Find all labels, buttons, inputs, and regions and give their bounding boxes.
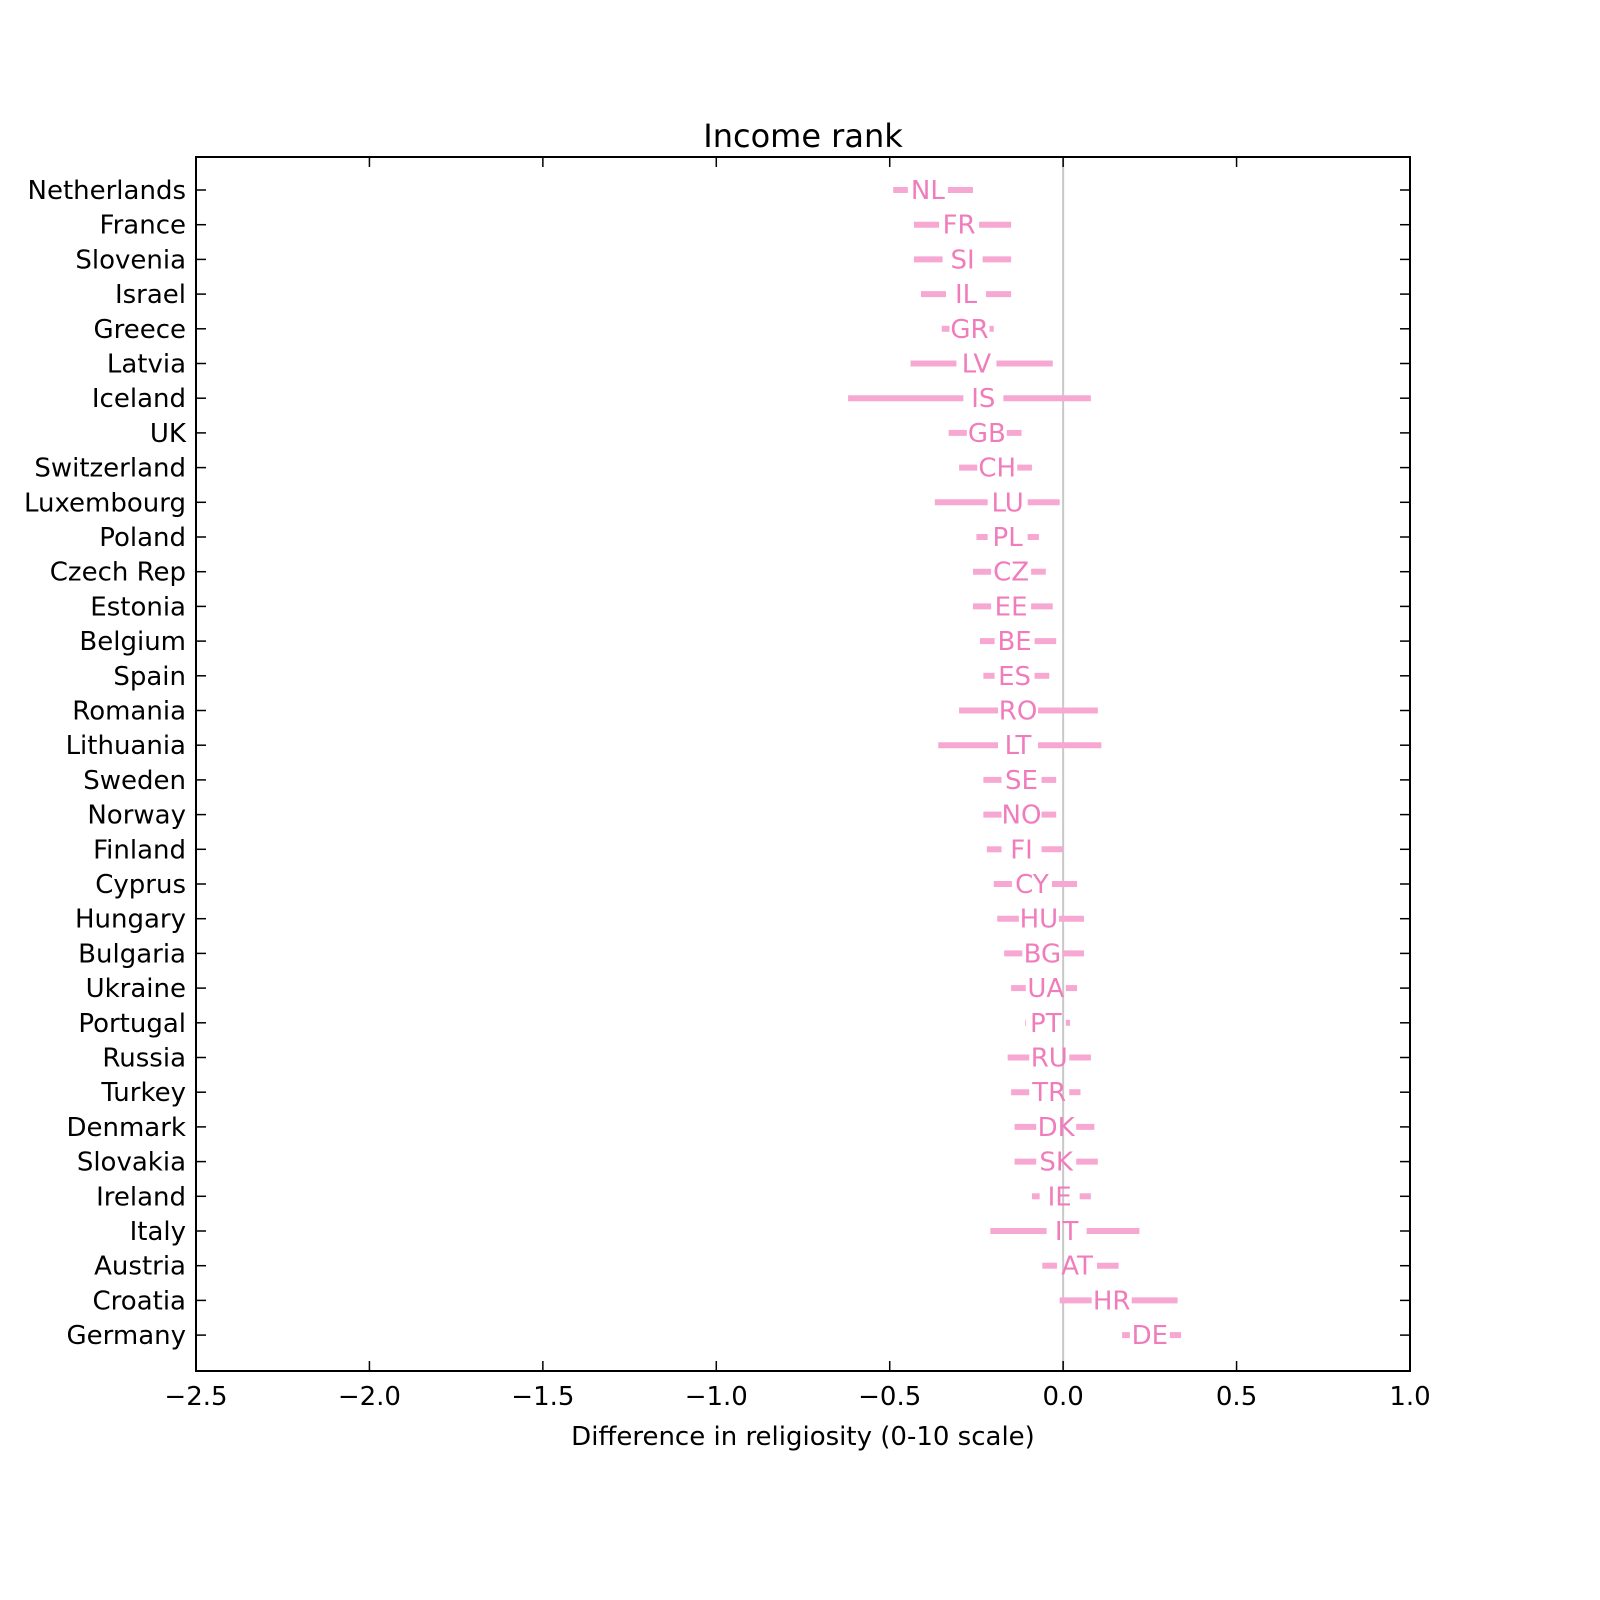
country-label: Estonia (90, 592, 186, 622)
country-code-label: GR (950, 315, 988, 345)
country-code-label: AT (1061, 1252, 1093, 1282)
country-code-label: NL (911, 176, 945, 206)
chart-title: Income rank (703, 117, 903, 155)
country-label: Greece (93, 315, 186, 345)
x-tick-label: −1.5 (511, 1382, 574, 1412)
x-tick-label: 0.5 (1216, 1382, 1257, 1412)
x-axis-title: Difference in religiosity (0-10 scale) (571, 1422, 1035, 1452)
country-labels-layer: Netherlands France Slovenia Israel Greece Lat… (24, 176, 187, 1351)
country-label: Luxembourg (24, 488, 186, 518)
country-code-label: IT (1055, 1217, 1079, 1247)
country-code-label: RU (1031, 1044, 1068, 1074)
country-code-label: SE (1005, 766, 1038, 796)
country-code-label: HU (1020, 905, 1059, 935)
country-label: Russia (102, 1044, 186, 1074)
country-label: Denmark (66, 1113, 186, 1143)
country-code-label: DE (1132, 1321, 1168, 1351)
country-label: Slovakia (77, 1148, 186, 1178)
country-code-label: CH (978, 454, 1016, 484)
country-label: Poland (99, 523, 186, 553)
country-label: Austria (94, 1252, 186, 1282)
country-code-label: UA (1027, 974, 1064, 1004)
country-label: Cyprus (95, 870, 186, 900)
country-code-label: FI (1010, 835, 1033, 865)
country-code-label: CZ (993, 558, 1029, 588)
country-label: Germany (66, 1321, 186, 1351)
country-code-label: DK (1038, 1113, 1076, 1143)
country-label: Slovenia (75, 245, 186, 275)
country-code-label: GB (968, 419, 1006, 449)
country-code-label: RO (999, 697, 1038, 727)
country-label: Ukraine (86, 974, 186, 1004)
country-code-label: LT (1005, 731, 1032, 761)
country-codes-layer: NL FR SI IL GR LV IS GB CH LU PL CZ EE BE ES RO LT SE NO FI… (911, 176, 1168, 1351)
country-label: Portugal (78, 1009, 186, 1039)
country-label: Croatia (93, 1286, 186, 1316)
country-code-label: IL (955, 280, 978, 310)
x-tick-label: −2.0 (338, 1382, 401, 1412)
country-label: Hungary (75, 905, 186, 935)
country-code-label: IS (971, 384, 995, 414)
country-label: Switzerland (34, 454, 186, 484)
tick-layer (195, 157, 1411, 1371)
interval-bars-layer (848, 187, 1182, 1339)
x-tick-label: 0.0 (1042, 1382, 1083, 1412)
country-label: Spain (113, 662, 186, 692)
country-code-label: FR (943, 211, 976, 241)
country-label: Israel (115, 280, 186, 310)
country-code-label: IE (1048, 1182, 1072, 1212)
country-code-label: BE (997, 627, 1031, 657)
country-code-label: NO (1002, 801, 1042, 831)
country-label: Romania (72, 697, 186, 727)
country-label: Czech Rep (50, 558, 186, 588)
country-label: Belgium (79, 627, 186, 657)
country-code-label: ES (998, 662, 1031, 692)
country-label: Turkey (100, 1078, 186, 1108)
plot-frame (195, 156, 1411, 1372)
country-label: France (100, 211, 186, 241)
country-label: Latvia (107, 350, 186, 380)
country-code-label: EE (995, 592, 1028, 622)
country-label: Norway (87, 801, 186, 831)
country-code-label: LU (992, 488, 1024, 518)
country-label: Sweden (83, 766, 186, 796)
country-code-label: CY (1015, 870, 1049, 900)
x-tick-label: 1.0 (1389, 1382, 1430, 1412)
country-label: UK (150, 419, 187, 449)
country-label: Bulgaria (78, 939, 186, 969)
country-code-label: SI (950, 245, 974, 275)
country-code-label: HR (1093, 1286, 1131, 1316)
country-label: Iceland (92, 384, 186, 414)
country-code-label: PT (1030, 1009, 1062, 1039)
country-label: Ireland (96, 1182, 186, 1212)
country-code-label: BG (1024, 939, 1062, 969)
country-label: Netherlands (28, 176, 187, 206)
country-label: Lithuania (66, 731, 186, 761)
x-tick-label: −2.5 (164, 1382, 227, 1412)
country-code-label: LV (962, 350, 992, 380)
country-code-label: TR (1031, 1078, 1066, 1108)
x-tick-label: −0.5 (858, 1382, 921, 1412)
x-tick-label: −1.0 (685, 1382, 748, 1412)
country-label: Finland (93, 835, 186, 865)
country-label: Italy (130, 1217, 186, 1247)
country-code-label: PL (993, 523, 1024, 553)
x-tick-labels-layer: −2.5 −2.0 −1.5 −1.0 −0.5 0.0 0.5 1.0 (164, 1382, 1430, 1412)
country-code-label: SK (1039, 1148, 1074, 1178)
